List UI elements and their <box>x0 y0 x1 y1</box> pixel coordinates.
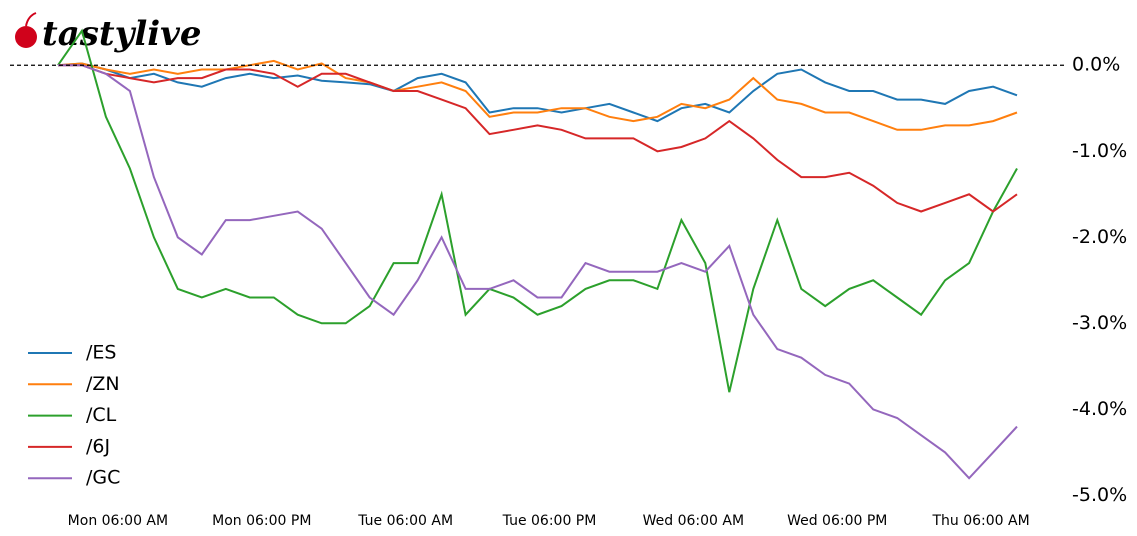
x-tick-label: Tue 06:00 PM <box>502 513 597 529</box>
series-line <box>57 59 1018 131</box>
y-tick-label: -2.0% <box>1072 226 1127 248</box>
legend-label: /ZN <box>86 373 120 395</box>
logo-stem <box>25 12 37 27</box>
y-tick-label: -1.0% <box>1072 140 1127 162</box>
y-tick-label: -3.0% <box>1072 312 1127 334</box>
y-tick-label: -4.0% <box>1072 398 1127 420</box>
x-tick-label: Mon 06:00 PM <box>212 513 311 529</box>
legend-label: /CL <box>86 404 117 426</box>
x-tick-label: Wed 06:00 AM <box>643 513 744 529</box>
series-line <box>57 62 1018 123</box>
logo-cherry <box>15 26 37 48</box>
series-line <box>58 64 1018 213</box>
legend-label: /ES <box>86 342 116 364</box>
legend-label: /6J <box>86 435 110 457</box>
legend-label: /GC <box>86 467 120 489</box>
x-tick-label: Mon 06:00 AM <box>68 513 168 529</box>
series-line <box>58 64 1018 480</box>
y-tick-label: 0.0% <box>1072 54 1120 76</box>
x-tick-label: Tue 06:00 AM <box>357 513 453 529</box>
y-tick-label: -5.0% <box>1072 484 1127 506</box>
x-tick-label: Thu 06:00 AM <box>931 513 1029 529</box>
x-tick-label: Wed 06:00 PM <box>787 513 887 529</box>
series-line <box>57 28 1018 393</box>
logo: tastylive <box>42 14 202 54</box>
